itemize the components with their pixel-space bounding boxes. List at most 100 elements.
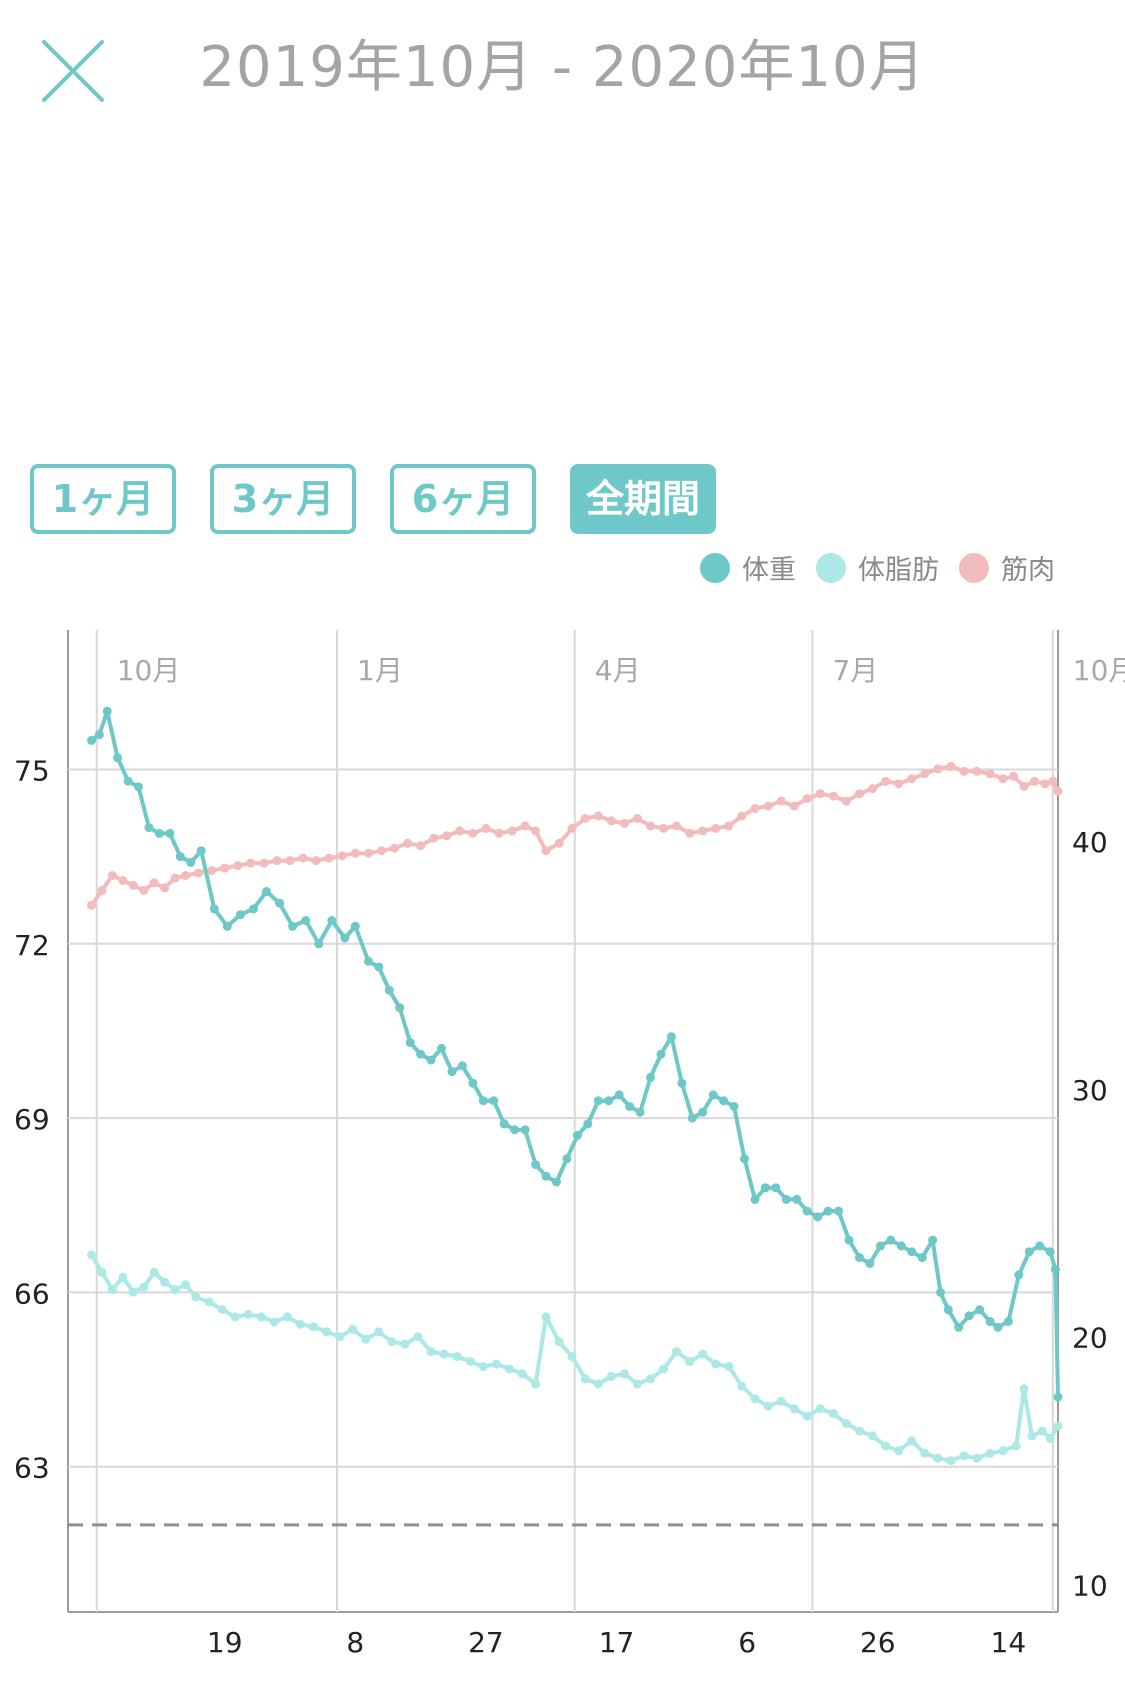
data-point-weight: [262, 887, 271, 896]
legend-item-weight: 体重: [700, 548, 796, 587]
tab-1-month[interactable]: 1ヶ月: [30, 464, 176, 534]
y-tick-label-right: 10: [1072, 1570, 1108, 1603]
y-tick-label-right: 30: [1072, 1074, 1108, 1107]
data-point-weight: [1024, 1247, 1034, 1257]
tab-3-months[interactable]: 3ヶ月: [210, 464, 356, 534]
data-point-muscle: [128, 880, 138, 890]
data-point-body-fat: [518, 1369, 527, 1379]
x-month-label: 7月: [832, 654, 878, 687]
data-point-body-fat: [309, 1322, 318, 1332]
data-point-weight: [384, 985, 394, 995]
data-point-weight: [541, 1171, 551, 1181]
data-point-weight: [222, 921, 232, 931]
data-point-body-fat: [998, 1446, 1008, 1456]
data-point-weight: [123, 776, 133, 786]
data-point-weight: [416, 1049, 426, 1059]
data-point-body-fat: [881, 1441, 891, 1451]
data-point-body-fat: [1027, 1431, 1037, 1441]
data-point-body-fat: [789, 1404, 799, 1414]
close-icon[interactable]: [40, 38, 106, 104]
data-point-body-fat: [659, 1364, 669, 1374]
data-point-muscle: [259, 858, 269, 868]
data-point-body-fat: [204, 1297, 214, 1307]
data-point-weight: [792, 1194, 802, 1204]
data-point-weight: [249, 904, 258, 914]
data-point-muscle: [580, 814, 590, 823]
data-point-muscle: [337, 851, 347, 861]
data-point-weight: [531, 1160, 541, 1170]
data-point-body-fat: [335, 1332, 345, 1342]
data-point-weight: [196, 846, 206, 856]
data-point-weight: [604, 1096, 614, 1106]
data-point-weight: [468, 1078, 478, 1088]
data-point-body-fat: [802, 1411, 812, 1421]
y-tick-label-right: 20: [1072, 1322, 1108, 1355]
data-point-body-fat: [737, 1381, 747, 1391]
data-point-weight: [186, 857, 196, 867]
x-day-label: 17: [599, 1626, 635, 1659]
x-day-label: 27: [468, 1626, 504, 1659]
data-point-weight: [288, 921, 298, 931]
data-point-body-fat: [1045, 1433, 1055, 1443]
legend-label-muscle: 筋肉: [1001, 555, 1055, 586]
data-point-muscle: [442, 831, 452, 841]
data-point-body-fat: [505, 1364, 514, 1374]
y-tick-label-left: 69: [14, 1103, 50, 1136]
data-point-body-fat: [541, 1312, 551, 1322]
data-point-weight: [781, 1194, 791, 1204]
data-point-muscle: [311, 856, 321, 866]
data-point-weight: [886, 1235, 896, 1245]
data-point-muscle: [520, 821, 530, 831]
data-point-weight: [646, 1072, 655, 1082]
data-point-weight: [275, 898, 285, 908]
x-month-label: 10月: [1073, 654, 1125, 687]
data-point-body-fat: [763, 1401, 773, 1411]
data-point-muscle: [416, 841, 426, 851]
data-point-weight: [1014, 1270, 1024, 1280]
data-point-body-fat: [920, 1448, 930, 1458]
data-point-body-fat: [1053, 1421, 1063, 1431]
data-point-body-fat: [946, 1456, 956, 1466]
data-point-muscle: [907, 774, 917, 784]
x-day-label: 6: [738, 1626, 756, 1659]
data-point-weight: [478, 1096, 488, 1106]
data-point-weight: [625, 1102, 635, 1111]
data-point-weight: [209, 904, 219, 914]
data-point-muscle: [646, 821, 655, 831]
data-point-muscle: [606, 816, 616, 826]
data-point-body-fat: [160, 1277, 170, 1287]
data-point-muscle: [985, 769, 995, 779]
data-point-muscle: [593, 811, 603, 821]
data-point-muscle: [429, 833, 439, 843]
data-point-muscle: [1019, 781, 1029, 791]
data-point-weight: [583, 1119, 593, 1129]
data-point-body-fat: [478, 1362, 488, 1371]
data-point-weight: [489, 1096, 499, 1106]
data-point-weight: [1050, 1264, 1060, 1274]
data-point-weight: [94, 730, 104, 740]
data-point-weight: [562, 1154, 572, 1164]
data-point-muscle: [828, 791, 838, 801]
tab-all-period[interactable]: 全期間: [570, 464, 716, 534]
data-point-weight: [865, 1258, 875, 1268]
legend-item-body-fat: 体脂肪: [816, 548, 939, 587]
data-point-weight: [760, 1183, 770, 1193]
data-point-weight: [499, 1119, 509, 1129]
data-point-muscle: [246, 858, 256, 868]
data-point-body-fat: [593, 1379, 603, 1389]
y-tick-label-left: 72: [14, 929, 50, 962]
data-point-body-fat: [361, 1334, 371, 1344]
data-point-muscle: [298, 853, 308, 863]
data-point-muscle: [841, 796, 851, 806]
legend-dot-muscle: [959, 552, 989, 583]
data-point-weight: [437, 1043, 446, 1053]
data-point-weight: [740, 1154, 749, 1164]
data-point-muscle: [118, 876, 128, 885]
data-point-body-fat: [387, 1337, 397, 1347]
data-point-muscle: [350, 848, 360, 858]
page-title: 2019年10月 - 2020年10月: [199, 35, 926, 100]
data-point-weight: [1035, 1241, 1045, 1251]
data-point-weight: [405, 1038, 415, 1048]
data-point-body-fat: [170, 1285, 180, 1295]
tab-6-months[interactable]: 6ヶ月: [390, 464, 536, 534]
